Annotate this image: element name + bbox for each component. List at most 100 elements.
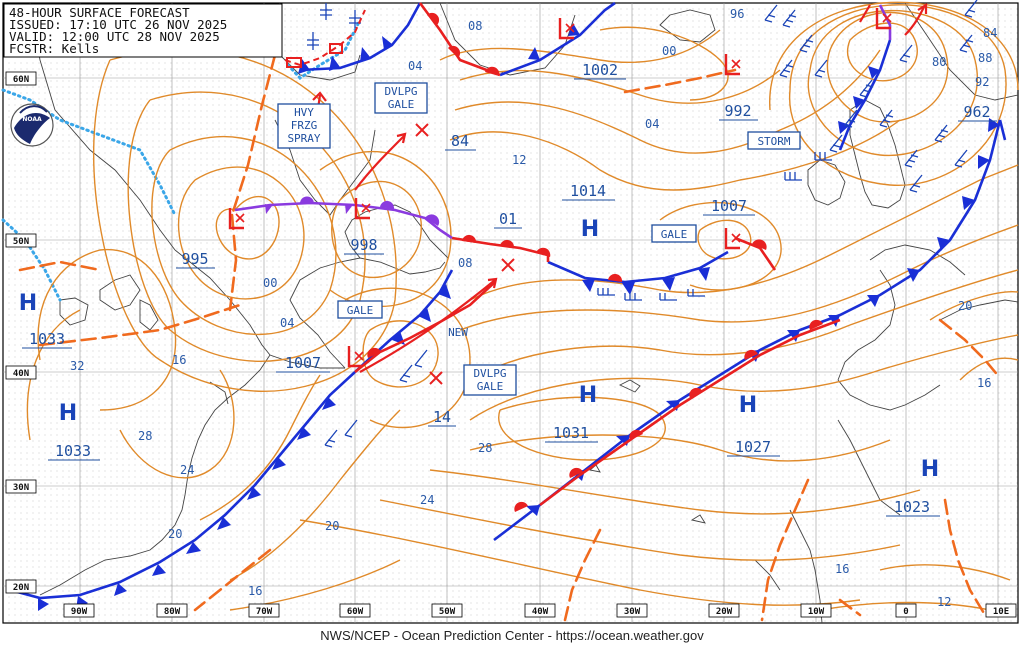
longitude-labels: 90W 80W 70W 60W 50W 40W 30W 20W 10W 0 10… <box>63 603 1017 618</box>
isobar-label: 16 <box>248 584 262 598</box>
pressure-14: 14 <box>433 408 451 426</box>
high-h3-pressure: 1031 <box>553 424 589 442</box>
isobar-label: 20 <box>325 519 339 533</box>
high-h4-symbol: H <box>739 393 757 418</box>
high-h6-pressure: 1014 <box>570 182 606 200</box>
isobar-label: 28 <box>138 429 152 443</box>
svg-text:10W: 10W <box>808 607 825 617</box>
high-h5-pressure: 1023 <box>894 498 930 516</box>
track-arrow <box>354 134 406 191</box>
isobar-label: 32 <box>70 359 84 373</box>
isobar-label: 04 <box>408 59 422 73</box>
svg-text:GALE: GALE <box>388 98 415 111</box>
isobar-label: 20 <box>958 299 972 313</box>
high-h1-symbol: H <box>19 291 37 316</box>
high-h3-symbol: H <box>579 383 597 408</box>
low-l1-symbol <box>228 208 245 230</box>
isobar-label: 08 <box>468 19 482 33</box>
low-l2-pressure: 998 <box>350 236 377 254</box>
isobar-label: 20 <box>168 527 182 541</box>
svg-text:STORM: STORM <box>757 135 790 148</box>
low-l2-symbol <box>354 198 371 220</box>
low-l3-symbol <box>347 346 364 368</box>
high-pressure-centers: H H H H H H <box>19 217 939 482</box>
low-l4-pressure: 1002 <box>582 61 618 79</box>
isobar-label: 00 <box>263 276 277 290</box>
svg-text:90W: 90W <box>71 607 88 617</box>
header-title: 48-HOUR SURFACE FORECAST <box>9 5 190 20</box>
isobar-label: 84 <box>983 26 997 40</box>
low-l9-symbol <box>875 8 892 30</box>
svg-text:80W: 80W <box>164 607 181 617</box>
troughs <box>18 53 1002 622</box>
svg-text:0: 0 <box>903 607 908 617</box>
svg-text:60W: 60W <box>347 607 364 617</box>
svg-text:20N: 20N <box>13 583 29 593</box>
high-h6-symbol: H <box>581 217 599 242</box>
warning-dvlpg-gale-north: DVLPG GALE <box>374 82 428 114</box>
isobar-label: 08 <box>458 256 472 270</box>
warning-storm: STORM <box>747 131 801 150</box>
icing-line <box>284 9 366 68</box>
graticule <box>3 3 1018 623</box>
svg-text:DVLPG: DVLPG <box>384 85 417 98</box>
wind-barbs <box>324 0 978 448</box>
svg-text:SPRAY: SPRAY <box>287 132 320 145</box>
svg-text:20W: 20W <box>716 607 733 617</box>
svg-text:GALE: GALE <box>347 304 374 317</box>
svg-text:30N: 30N <box>13 483 29 493</box>
extra-pressure-01: 01 <box>499 210 517 228</box>
isobar-label: 00 <box>662 44 676 58</box>
heavy-freezing-spray-symbols <box>307 3 361 50</box>
svg-text:GALE: GALE <box>661 228 688 241</box>
isobar-label: 16 <box>977 376 991 390</box>
low-l6-symbol <box>724 228 741 250</box>
svg-text:50N: 50N <box>13 237 29 247</box>
isobar-label: 16 <box>172 353 186 367</box>
svg-text:FRZG: FRZG <box>291 119 318 132</box>
warm-front-bumps <box>367 12 823 512</box>
isobar-label: 24 <box>180 463 194 477</box>
header-forecaster: FCSTR: Kells <box>9 41 99 56</box>
isobars <box>26 1 1019 611</box>
cold-front-barbs <box>38 23 1000 611</box>
footer-credit: NWS/NCEP - Ocean Prediction Center - htt… <box>320 628 704 643</box>
svg-text:10E: 10E <box>993 607 1009 617</box>
svg-text:DVLPG: DVLPG <box>473 367 506 380</box>
high-h4-pressure: 1027 <box>735 438 771 456</box>
svg-text:30W: 30W <box>624 607 641 617</box>
forecast-header: 48-HOUR SURFACE FORECAST ISSUED: 17:10 U… <box>3 3 283 58</box>
low-l1-pressure: 995 <box>181 250 208 268</box>
high-h1-pressure: 1033 <box>29 330 65 348</box>
svg-text:60N: 60N <box>13 75 29 85</box>
header-valid: VALID: 12:00 UTC 28 NOV 2025 <box>9 29 220 44</box>
noaa-logo-text: NOAA <box>22 116 42 123</box>
low-l5-pressure: 992 <box>724 102 751 120</box>
low-l7-pressure: 962 <box>963 103 990 121</box>
warning-dvlpg-gale-south: DVLPG GALE <box>463 364 517 396</box>
pressure-underlines <box>22 78 997 517</box>
isobar-label: 28 <box>478 441 492 455</box>
position-marks <box>415 123 515 385</box>
occluded-front <box>234 4 892 240</box>
svg-text:HVY: HVY <box>294 106 314 119</box>
isobar-label: 24 <box>420 493 434 507</box>
isobar-label: 12 <box>937 595 951 609</box>
low-l8-symbol <box>558 18 575 40</box>
isobar-label: 92 <box>975 75 989 89</box>
isobar-label: 16 <box>835 562 849 576</box>
svg-text:40W: 40W <box>532 607 549 617</box>
high-h2-symbol: H <box>59 401 77 426</box>
svg-text:40N: 40N <box>13 369 29 379</box>
latitude-labels: 60N 50N 40N 30N 20N <box>5 71 37 594</box>
svg-text:GALE: GALE <box>477 380 504 393</box>
pressure-values: 1033 1033 1031 1027 1023 1014 995 998 10… <box>29 61 991 516</box>
track-arrow <box>359 279 496 373</box>
extra-pressure-84: 84 <box>451 132 469 150</box>
isobar-label: 12 <box>512 153 526 167</box>
isobar-label: 80 <box>932 55 946 69</box>
high-h5-symbol: H <box>921 457 939 482</box>
low-l3-pressure: 1007 <box>285 354 321 372</box>
